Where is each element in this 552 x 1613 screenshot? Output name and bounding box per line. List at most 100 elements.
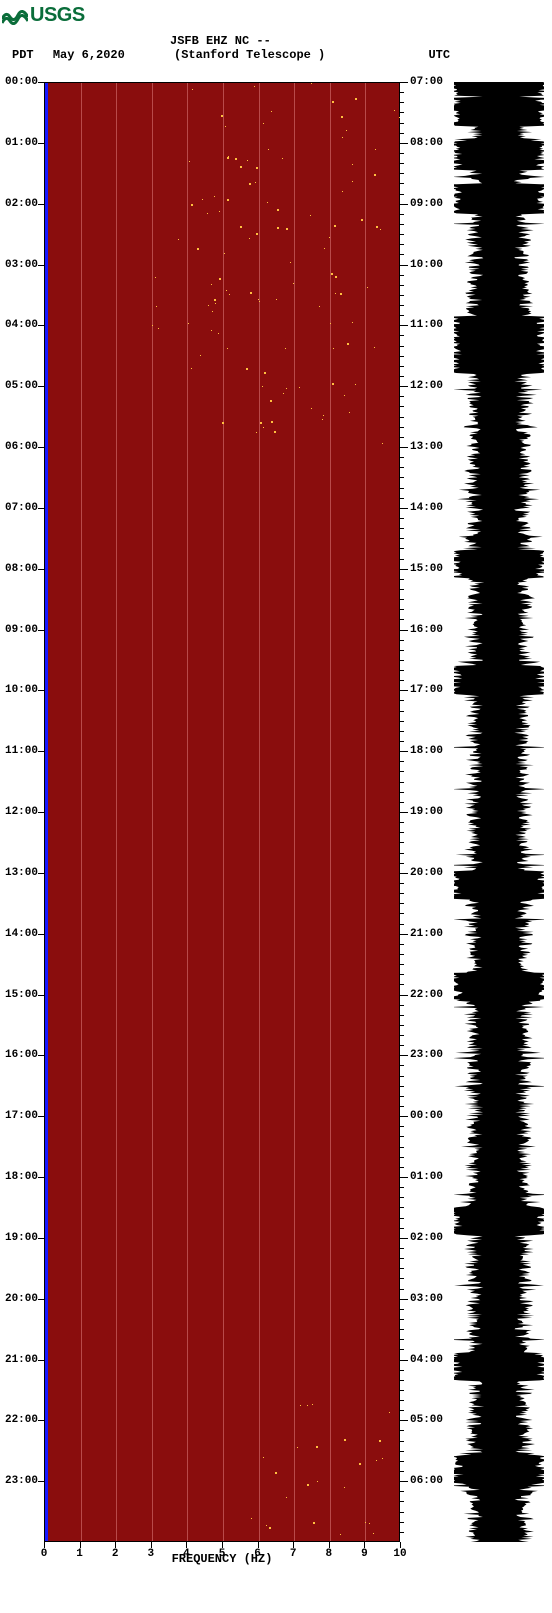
spectrogram-speck (307, 1484, 309, 1486)
spectrogram-speck (342, 191, 343, 192)
y-label-left: 20:00 (2, 1293, 38, 1305)
spectrogram-speck (310, 215, 311, 216)
tick-right-minor (400, 822, 404, 823)
tick-right-minor (400, 1045, 404, 1046)
spectrogram-speck (188, 323, 189, 324)
tick-right (400, 630, 408, 631)
tick-right-minor (400, 700, 404, 701)
tick-left (38, 690, 44, 691)
gridline-vertical (330, 83, 331, 1541)
tick-right-minor (400, 1065, 404, 1066)
spectrogram-speck (330, 323, 331, 324)
x-label: 3 (147, 1548, 154, 1560)
spectrogram-speck (263, 427, 264, 428)
tick-left (38, 386, 44, 387)
tick-right-minor (400, 224, 404, 225)
x-label: 5 (219, 1548, 226, 1560)
tick-right-minor (400, 1430, 404, 1431)
spectrogram-speck (271, 421, 273, 423)
spectrogram-speck (340, 1534, 341, 1535)
tick-right-minor (400, 112, 404, 113)
tick-right-minor (400, 924, 404, 925)
spectrogram-speck (255, 182, 256, 183)
tick-right-minor (400, 1522, 404, 1523)
spectrogram-speck (361, 219, 363, 221)
tick-left (38, 569, 44, 570)
spectrogram-speck (332, 383, 334, 385)
spectrogram-speck (218, 333, 219, 334)
spectrogram-speck (283, 393, 284, 394)
tick-right-minor (400, 1258, 404, 1259)
spectrogram-speck (249, 238, 250, 239)
tick-right-minor (400, 559, 404, 560)
spectrogram-speck (332, 101, 334, 103)
tick-right-minor (400, 427, 404, 428)
spectrogram-speck (191, 204, 193, 206)
tick-right (400, 1238, 408, 1239)
usgs-logo: USGS (2, 4, 85, 27)
spectrogram-speck (211, 284, 212, 285)
tick-right-minor (400, 1491, 404, 1492)
spectrogram-speck (240, 226, 242, 228)
spectrogram-speck (258, 299, 259, 300)
tick-right-minor (400, 974, 404, 975)
spectrogram-speck (374, 174, 376, 176)
tick-right-minor (400, 1532, 404, 1533)
spectrogram-speck (192, 89, 193, 90)
tick-right-minor (400, 183, 404, 184)
y-label-right: 20:00 (410, 867, 443, 879)
spectrogram-speck (219, 278, 221, 280)
tick-right-minor (400, 548, 404, 549)
tick-right-minor (400, 650, 404, 651)
spectrogram-speck (215, 303, 216, 304)
tick-right-minor (400, 640, 404, 641)
spectrogram-speck (317, 1481, 318, 1482)
tick-right-minor (400, 984, 404, 985)
spectrogram-speck (285, 348, 286, 349)
tick-right-minor (400, 133, 404, 134)
tick-right (400, 812, 408, 813)
tick-right-minor (400, 832, 404, 833)
tick-right (400, 82, 408, 83)
spectrogram-speck (267, 202, 268, 203)
spectrogram-speck (319, 306, 320, 307)
spectrogram-speck (178, 239, 179, 240)
spectrogram-speck (349, 412, 350, 413)
tick-right (400, 1177, 408, 1178)
tick-right-minor (400, 589, 404, 590)
spectrogram-speck (331, 273, 333, 275)
tick-right (400, 1420, 408, 1421)
y-label-left: 21:00 (2, 1354, 38, 1366)
spectrogram-speck (367, 287, 368, 288)
spectrogram-speck (277, 209, 279, 211)
spectrogram-speck (375, 149, 376, 150)
tick-right-minor (400, 406, 404, 407)
tick-right-minor (400, 92, 404, 93)
tick-right (400, 1360, 408, 1361)
tick-right (400, 508, 408, 509)
tick-right-minor (400, 609, 404, 610)
tick-right-minor (400, 883, 404, 884)
y-label-left: 10:00 (2, 684, 38, 696)
y-label-right: 03:00 (410, 1293, 443, 1305)
y-label-right: 08:00 (410, 137, 443, 149)
utc-label: UTC (428, 48, 450, 62)
spectrogram-speck (269, 1527, 271, 1529)
tick-right-minor (400, 1329, 404, 1330)
spectrogram-speck (263, 1457, 264, 1458)
y-label-left: 13:00 (2, 867, 38, 879)
tick-right-minor (400, 1015, 404, 1016)
tick-right (400, 934, 408, 935)
spectrogram-speck (322, 419, 323, 420)
tick-right-minor (400, 913, 404, 914)
y-label-left: 07:00 (2, 502, 38, 514)
spectrogram-speck (221, 115, 223, 117)
tick-right-minor (400, 1339, 404, 1340)
spectrogram-speck (214, 196, 215, 197)
tick-right-minor (400, 275, 404, 276)
tick-right-minor (400, 163, 404, 164)
tick-right (400, 204, 408, 205)
spectrogram-speck (376, 226, 378, 228)
spectrogram-speck (275, 1472, 277, 1474)
y-label-left: 22:00 (2, 1414, 38, 1426)
